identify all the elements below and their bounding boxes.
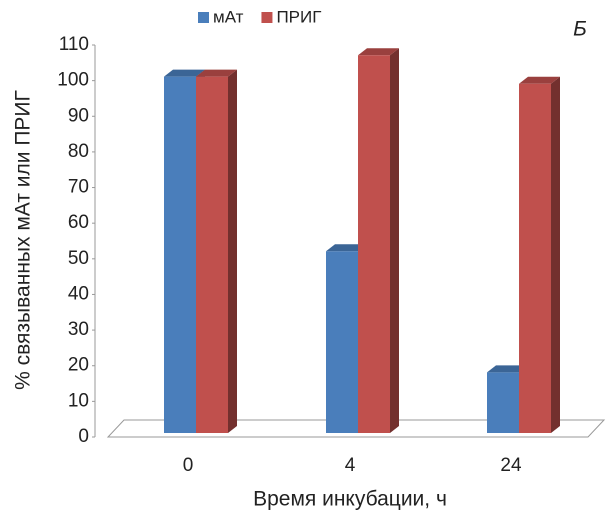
y-tick-label: 0 (78, 426, 89, 447)
y-axis-label: % связыванных мАт или ПРИГ (12, 90, 35, 390)
x-axis-label: Время инкубации, ч (253, 488, 447, 511)
legend-swatch (198, 12, 209, 23)
y-tick-label: 60 (68, 212, 89, 233)
bar (358, 55, 390, 433)
x-tick-label: 24 (500, 455, 522, 476)
y-tick-label: 90 (68, 105, 89, 126)
bar-top (487, 365, 528, 373)
bar-side (551, 76, 560, 433)
y-tick-label: 70 (68, 177, 89, 198)
y-tick-label: 100 (57, 70, 89, 91)
y-tick-label: 110 (59, 34, 89, 55)
bar (164, 76, 196, 434)
y-tick-label: 50 (68, 248, 89, 269)
bar-top (519, 76, 560, 84)
bar-side (228, 69, 237, 434)
x-tick-label: 4 (345, 455, 356, 476)
y-tick-label: 20 (68, 355, 89, 376)
bar (326, 251, 358, 433)
legend-swatch (261, 12, 273, 23)
bar-top (196, 69, 237, 77)
legend-label: мАт (213, 7, 244, 26)
annotation: Б (573, 18, 587, 41)
y-tick-label: 80 (68, 141, 89, 162)
x-tick-label: 0 (183, 455, 194, 476)
bar (519, 83, 551, 433)
bar-top (326, 244, 367, 252)
bar (487, 372, 519, 433)
bar-side (390, 48, 399, 433)
y-tick-label: 30 (68, 319, 89, 340)
bar (196, 76, 228, 434)
legend-label: ПРИГ (276, 7, 321, 26)
bar-top (164, 69, 205, 77)
y-tick-label: 10 (68, 390, 89, 411)
y-tick-label: 40 (68, 283, 89, 304)
bar-top (358, 48, 399, 56)
